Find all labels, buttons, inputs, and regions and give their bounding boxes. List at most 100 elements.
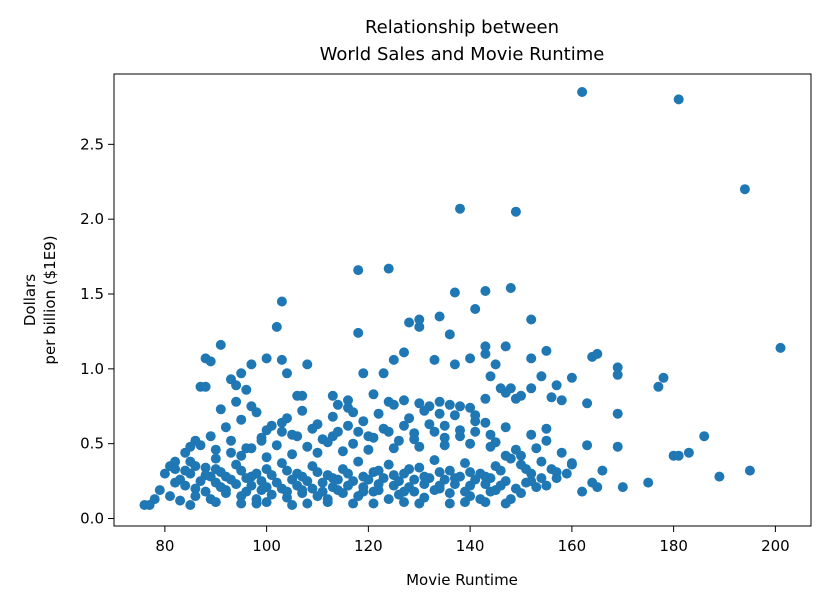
- data-point: [322, 497, 333, 508]
- data-point: [455, 401, 465, 412]
- data-point: [643, 477, 654, 488]
- data-point: [541, 435, 552, 446]
- data-point: [495, 383, 506, 394]
- data-point: [439, 432, 450, 443]
- data-point: [388, 443, 399, 454]
- data-point: [526, 383, 537, 394]
- data-point: [388, 354, 399, 365]
- data-point: [210, 464, 221, 475]
- data-point: [215, 339, 226, 350]
- data-point: [414, 441, 425, 452]
- x-tick-label: 120: [354, 537, 383, 555]
- data-point: [251, 468, 262, 479]
- x-tick-label: 160: [558, 537, 587, 555]
- data-point: [185, 500, 196, 510]
- data-point: [353, 426, 364, 437]
- data-point: [220, 471, 231, 482]
- data-point: [419, 471, 430, 482]
- y-axis-label-line1: Dollars: [21, 274, 39, 326]
- data-point: [526, 314, 537, 325]
- data-point: [307, 483, 318, 494]
- data-point: [383, 426, 394, 437]
- data-point: [449, 410, 460, 421]
- data-point: [388, 399, 399, 410]
- data-point: [297, 485, 308, 496]
- data-point: [200, 462, 211, 473]
- y-axis-label: Dollars per billion ($1E9): [21, 235, 59, 364]
- x-tick-label: 140: [456, 537, 485, 555]
- data-point: [582, 398, 593, 409]
- data-point: [210, 444, 221, 455]
- data-point: [455, 431, 465, 442]
- data-point: [236, 465, 247, 476]
- data-point: [358, 471, 369, 482]
- data-point: [383, 263, 394, 274]
- data-point: [373, 465, 384, 476]
- chart-title-line1: Relationship between: [365, 17, 559, 38]
- data-point: [449, 359, 460, 370]
- data-point: [312, 447, 323, 458]
- data-point: [617, 482, 628, 493]
- data-point: [343, 420, 353, 431]
- data-point: [282, 486, 292, 497]
- data-point: [480, 417, 491, 428]
- data-point: [383, 459, 394, 470]
- data-point: [297, 471, 308, 482]
- data-point: [185, 441, 196, 452]
- data-point: [271, 440, 282, 451]
- data-point: [368, 498, 379, 509]
- data-point: [348, 438, 359, 449]
- data-point: [490, 485, 501, 496]
- data-point: [353, 456, 364, 467]
- data-point: [292, 431, 303, 442]
- data-point: [592, 482, 603, 493]
- data-point: [409, 434, 420, 445]
- data-point: [460, 486, 470, 497]
- data-point: [500, 476, 511, 487]
- data-point: [566, 458, 577, 469]
- data-point: [363, 444, 374, 455]
- data-point: [215, 404, 226, 415]
- data-point: [312, 467, 323, 478]
- data-point: [510, 393, 521, 404]
- data-point: [302, 441, 313, 452]
- data-point: [276, 417, 287, 428]
- data-point: [434, 311, 445, 322]
- data-point: [343, 468, 353, 479]
- data-point: [343, 402, 353, 413]
- data-point: [241, 486, 252, 497]
- data-point: [200, 470, 211, 481]
- data-point: [526, 468, 537, 479]
- data-point: [246, 401, 257, 412]
- data-point: [276, 296, 287, 307]
- data-point: [597, 465, 608, 476]
- data-point: [434, 467, 445, 478]
- data-point: [429, 426, 440, 437]
- data-point: [190, 461, 201, 472]
- data-point: [510, 444, 521, 455]
- data-point: [531, 443, 542, 454]
- data-point: [541, 423, 552, 434]
- data-point: [495, 465, 506, 476]
- data-point: [485, 441, 496, 452]
- data-point: [271, 321, 282, 332]
- data-point: [302, 359, 313, 370]
- data-point: [246, 443, 257, 454]
- data-point: [414, 398, 425, 409]
- data-point: [444, 329, 455, 340]
- data-point: [226, 435, 236, 446]
- data-point: [399, 486, 409, 497]
- data-point: [266, 489, 277, 500]
- data-point: [582, 440, 593, 451]
- data-point: [465, 402, 476, 413]
- data-point: [165, 491, 175, 502]
- data-point: [231, 479, 242, 490]
- data-point: [561, 468, 572, 479]
- data-point: [526, 429, 537, 440]
- data-point: [231, 380, 242, 391]
- data-point: [470, 474, 481, 485]
- data-point: [465, 467, 476, 478]
- data-point: [236, 498, 247, 509]
- data-point: [241, 473, 252, 484]
- data-point: [449, 473, 460, 484]
